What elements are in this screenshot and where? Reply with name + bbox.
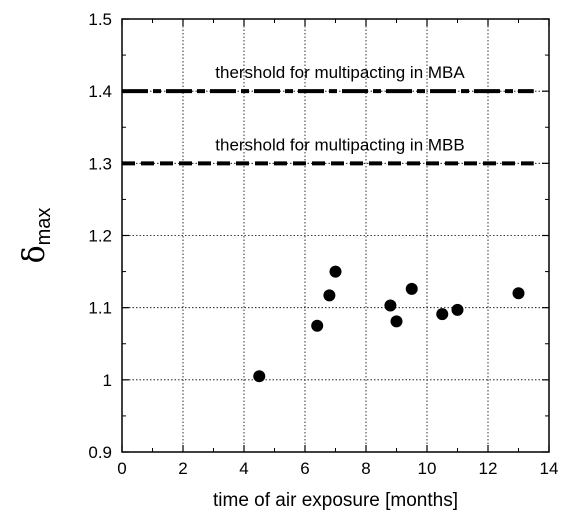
axis-ticks: 0 2 4 6 8 10 12 14 0.9 1 1.1 1.2 1.3 1.4 1.5 (88, 10, 558, 478)
x-tick-label: 4 (239, 459, 248, 478)
x-tick-label: 12 (479, 459, 498, 478)
data-point (329, 265, 342, 278)
x-tick-label: 14 (540, 459, 559, 478)
y-tick-label: 1.4 (88, 82, 112, 101)
y-tick-label: 1 (103, 371, 112, 390)
y-axis-subscript: max (33, 208, 55, 246)
data-point (436, 308, 449, 321)
threshold-label-2: thershold for multipacting in MBB (215, 135, 464, 154)
y-axis-title: δmax (17, 208, 55, 264)
threshold-lines: thershold for multipacting in MBA thersho… (122, 63, 534, 166)
y-tick-label: 1.2 (88, 227, 112, 246)
data-points (253, 265, 525, 383)
y-tick-label: 0.9 (88, 443, 112, 462)
threshold-label-1: thershold for multipacting in MBA (215, 63, 465, 82)
data-point (253, 370, 266, 383)
x-tick-label: 2 (178, 459, 187, 478)
data-point (311, 319, 324, 332)
data-point (451, 303, 464, 316)
svg-text:δmax: δmax (17, 208, 55, 264)
x-tick-label: 0 (117, 459, 126, 478)
y-tick-label: 1.5 (88, 10, 112, 29)
data-point (390, 315, 403, 328)
y-tick-label: 1.1 (88, 299, 112, 318)
data-point (512, 287, 525, 300)
y-tick-label: 1.3 (88, 154, 112, 173)
x-tick-label: 6 (300, 459, 309, 478)
grid (122, 19, 549, 452)
y-axis-symbol: δ (17, 245, 52, 263)
data-point (384, 299, 397, 312)
x-tick-label: 10 (418, 459, 437, 478)
x-tick-label: 8 (361, 459, 370, 478)
x-axis-title: time of air exposure [months] (213, 490, 458, 511)
data-point (405, 282, 418, 295)
data-point (323, 289, 336, 302)
